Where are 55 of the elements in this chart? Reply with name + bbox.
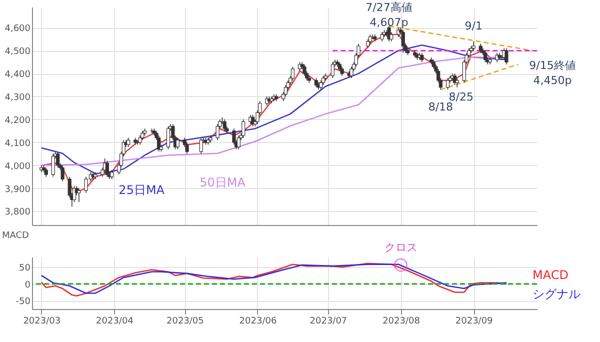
candlestick [321,75,326,86]
candlestick [340,66,344,76]
y-tick-label: 4,200 [4,116,31,126]
x-tick-label: 2023/05 [166,316,204,326]
y-tick-label: 4,500 [4,47,31,58]
candlestick [176,137,180,150]
candlestick [478,43,482,54]
y-tick-label: 50 [19,264,31,274]
candlestick [446,78,450,90]
series-label: 50日MA [200,175,246,190]
candlestick [338,62,342,72]
x-tick-label: 2023/03 [23,316,61,326]
series-label: 25日MA [118,183,166,198]
candlestick [472,41,476,51]
y-tick-label: 4,100 [4,138,31,149]
y-tick-label: 4,600 [4,24,31,34]
x-tick-label: 2023/06 [239,316,277,326]
annotation: 7/27高値 4,607p [366,1,412,30]
candlestick [284,84,288,97]
y-tick-label: 4,000 [4,162,31,172]
candlestick [380,32,384,42]
text: MACD [532,268,568,282]
candlestick [242,119,246,138]
candlestick [314,78,318,88]
candlestick [330,62,334,79]
y-tick-label: -50 [16,297,31,308]
annotation: 9/1 [464,19,482,32]
candlestick [216,124,220,140]
candlestick [366,38,370,49]
candlestick [77,188,81,202]
candlestick [504,48,508,65]
annotation: クロス [384,241,418,254]
candlestick [290,66,295,81]
candlestick [484,50,488,62]
chart-title: MACD [2,231,30,242]
x-tick-label: 2023/04 [96,316,134,326]
y-tick-label: 3,900 [4,184,31,195]
candlestick [199,137,203,154]
candlestick [455,78,459,88]
x-tick-label: 2023/08 [382,316,420,326]
candlestick [432,59,436,70]
y-tick-label: 0 [24,280,31,290]
candlestick [185,142,189,154]
y-tick-label: 4,300 [4,92,31,103]
text: シグナル [532,286,580,301]
candlestick [140,130,144,140]
y-tick-label: 3,800 [4,208,31,218]
annotation: 8/25 [448,90,474,104]
x-tick-label: 2023/07 [310,316,348,326]
annotation: 8/18 [428,100,454,114]
annotation: 9/15終値 4,450p [529,59,576,88]
candlestick [60,164,64,182]
candlestick [44,167,48,178]
y-tick-label: 4,400 [4,70,31,80]
x-tick-label: 2023/09 [455,316,494,326]
